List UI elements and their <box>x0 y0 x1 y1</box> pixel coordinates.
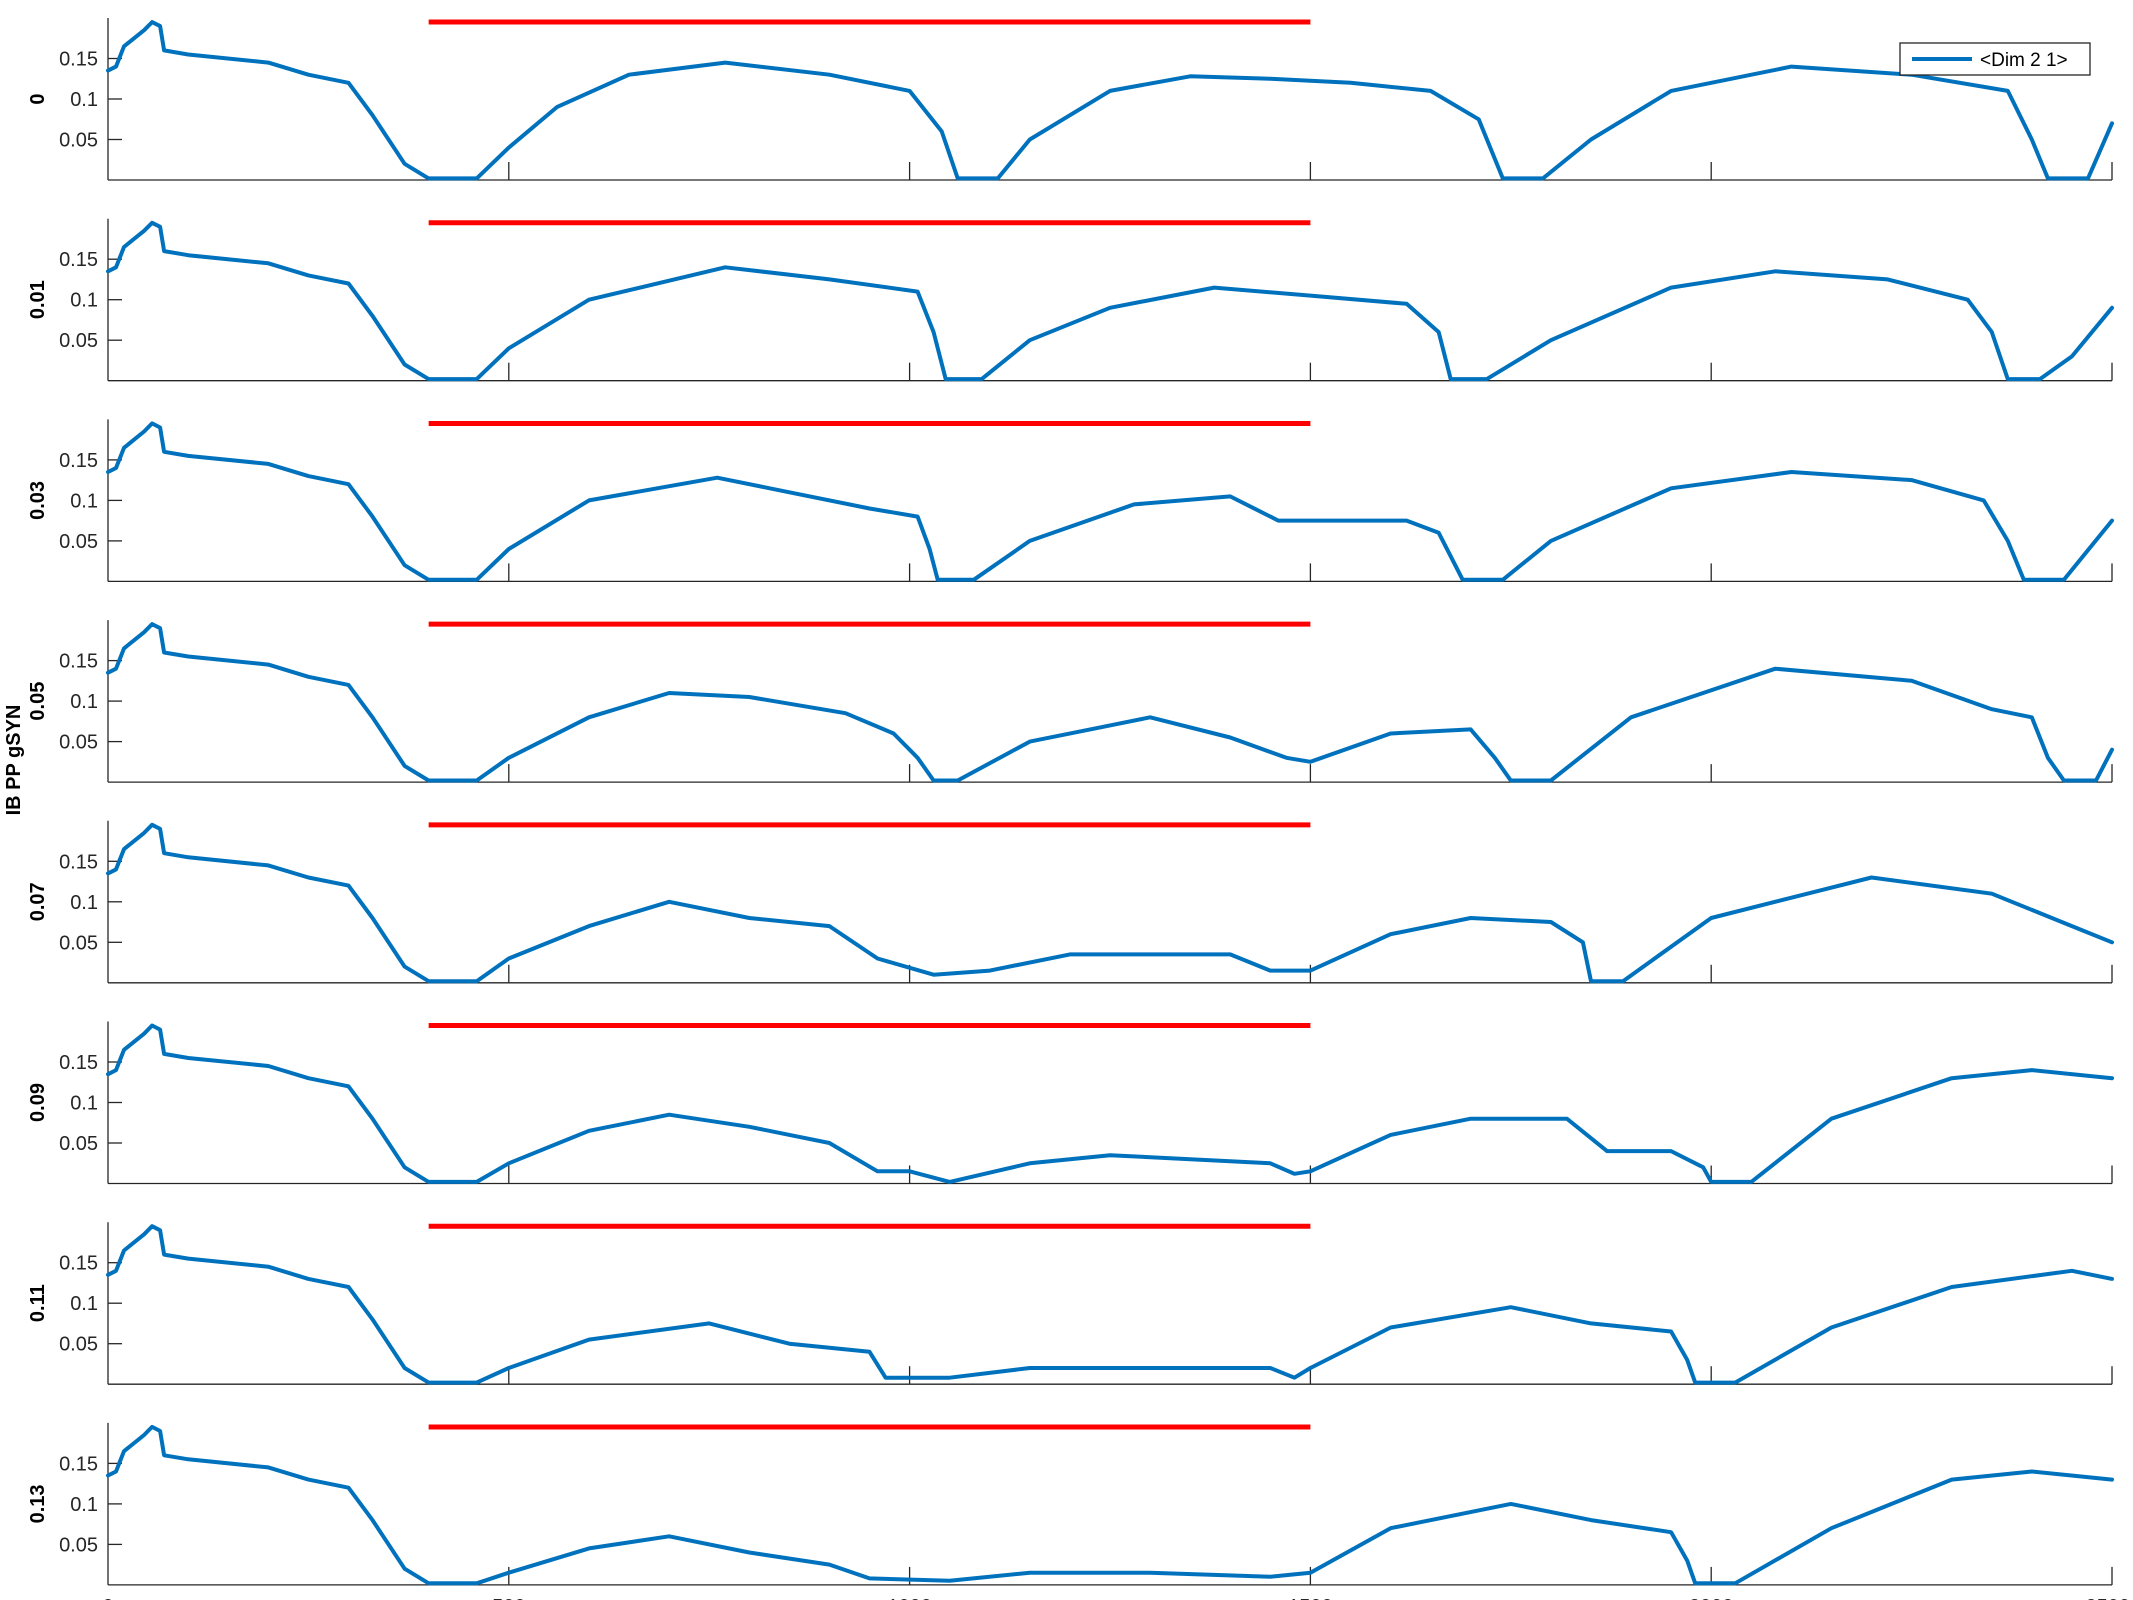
series-line-dim-2-1 <box>106 1224 2114 1385</box>
panel-label: 0.07 <box>27 882 49 921</box>
y-tick-label: 0.1 <box>70 1494 98 1516</box>
series-line-dim-2-1 <box>106 421 2114 582</box>
legend-box <box>1899 42 2091 76</box>
x-tick-label: 500 <box>492 1596 525 1600</box>
y-tick-label: 0.15 <box>59 651 98 673</box>
panel-7: 0.05 0.1 0.15 0.11 <box>27 1222 2114 1385</box>
y-tick-label: 0.1 <box>70 290 98 312</box>
y-tick-label: 0.05 <box>59 330 98 352</box>
y-tick-label: 0.1 <box>70 892 98 914</box>
panel-label: 0.01 <box>27 280 49 319</box>
y-tick-label: 0.1 <box>70 89 98 111</box>
y-tick-label: 0.15 <box>59 1052 98 1074</box>
y-tick-label: 0.15 <box>59 1453 98 1475</box>
y-tick-label: 0.1 <box>70 691 98 713</box>
panel-label: 0.11 <box>27 1284 49 1322</box>
panel-label: 0 <box>27 93 49 104</box>
y-tick-label: 0.15 <box>59 249 98 271</box>
y-tick-label: 0.05 <box>59 531 98 553</box>
series-line-dim-2-1 <box>106 1424 2114 1586</box>
panel-label: 0.03 <box>27 481 49 520</box>
x-tick-label: 0 <box>102 1596 113 1600</box>
x-tick-label: 2000 <box>1689 1596 1734 1600</box>
series-line-dim-2-1 <box>106 822 2114 984</box>
x-tick-label: 1000 <box>887 1596 932 1600</box>
y-tick-label: 0.05 <box>59 130 98 152</box>
panel-4: 0.05 0.1 0.15 0.05 <box>27 620 2114 783</box>
panel-label: 0.13 <box>27 1484 49 1523</box>
panel-label: 0.05 <box>27 682 49 721</box>
y-axis-title: IB PP gSYN <box>3 705 25 816</box>
y-tick-label: 0.1 <box>70 1093 98 1115</box>
y-tick-label: 0.15 <box>59 1253 98 1275</box>
series-line-dim-2-1 <box>106 220 2114 382</box>
legend-label: <Dim 2 1> <box>1980 50 2068 71</box>
x-tick-label: 2500 <box>2086 1596 2131 1600</box>
y-tick-label: 0.1 <box>70 490 98 512</box>
panel-5: 0.05 0.1 0.15 0.07 <box>27 820 2114 984</box>
series-line-dim-2-1 <box>106 1023 2114 1184</box>
y-tick-label: 0.05 <box>59 732 98 754</box>
y-tick-label: 0.05 <box>59 932 98 954</box>
panel-2: 0.05 0.1 0.15 0.01 <box>27 218 2114 382</box>
y-tick-label: 0.05 <box>59 1334 98 1356</box>
panels-group: 0.050.10.1500.050.10.150.010.050.10.150.… <box>27 18 2130 1600</box>
y-tick-label: 0.05 <box>59 1534 98 1556</box>
y-tick-label: 0.15 <box>59 450 98 472</box>
series-line-dim-2-1 <box>106 20 2114 181</box>
y-tick-label: 0.1 <box>70 1293 98 1315</box>
legend: <Dim 2 1> <box>1899 42 2091 76</box>
panel-1: 0.05 0.1 0.15 0 <box>27 18 2114 181</box>
panel-6: 0.05 0.1 0.15 0.09 <box>27 1021 2114 1185</box>
y-tick-label: 0.15 <box>59 851 98 873</box>
panel-label: 0.09 <box>27 1083 49 1122</box>
series-line-dim-2-1 <box>106 622 2114 783</box>
y-tick-label: 0.05 <box>59 1133 98 1155</box>
panel-3: 0.05 0.1 0.15 0.03 <box>27 419 2114 583</box>
y-tick-label: 0.15 <box>59 49 98 71</box>
